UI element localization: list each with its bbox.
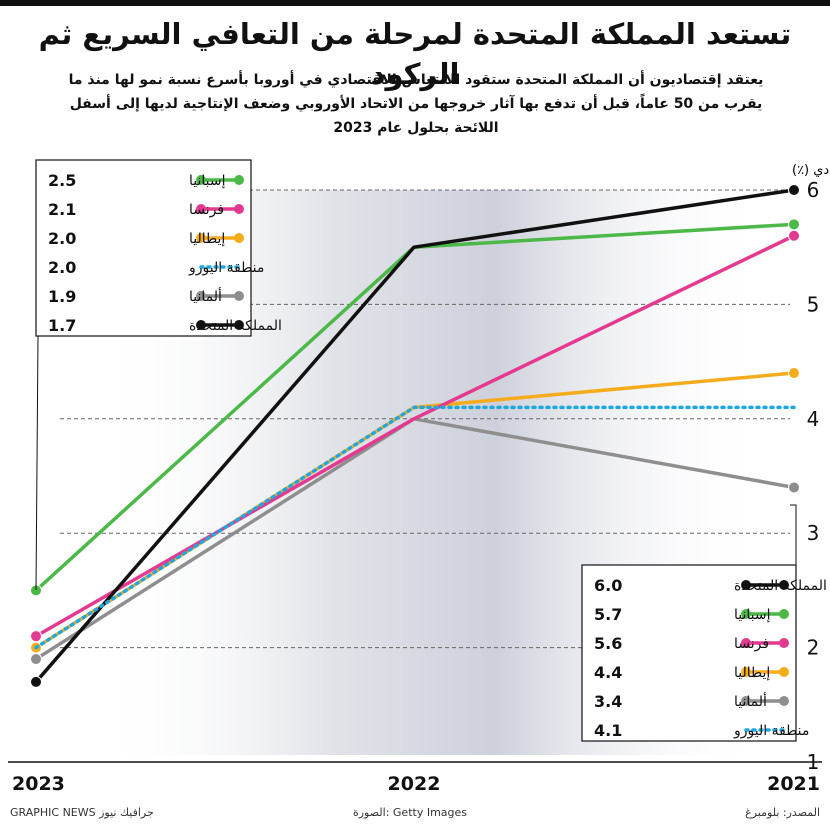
legend-2023-value-eurozone: 2.0 bbox=[48, 258, 76, 277]
legend-2023-dot-spain-b bbox=[234, 175, 244, 185]
legend-2023-dot-france-b bbox=[234, 204, 244, 214]
legend-2021-dot-france-b bbox=[779, 638, 789, 648]
legend-2021-label-france: فرنسا bbox=[734, 636, 769, 652]
point-germany-2021 bbox=[788, 481, 800, 494]
line-eurozone bbox=[34, 405, 796, 650]
legend-2021-label-uk: المملكة المتحدة bbox=[734, 578, 827, 594]
legend-2023-dot-uk-a bbox=[196, 320, 206, 330]
line-france bbox=[35, 234, 795, 638]
point-uk-2023 bbox=[30, 675, 42, 688]
point-uk-2021 bbox=[788, 184, 800, 196]
legend-2021-value-france: 5.6 bbox=[594, 634, 622, 653]
legend-2023-label-eurozone: منطقة اليورو bbox=[188, 260, 264, 276]
legend-2023-value-spain: 2.5 bbox=[48, 171, 76, 190]
legend-2021-dot-uk-a bbox=[741, 580, 751, 590]
legend-2023-value-uk: 1.7 bbox=[48, 316, 76, 335]
legend-2023-value-france: 2.1 bbox=[48, 200, 76, 219]
y-tick-5: 5 bbox=[807, 292, 820, 316]
legend-2023-label-germany: ألمانيا bbox=[189, 287, 222, 305]
footer-source: المصدر: بلومبرغ bbox=[745, 806, 820, 819]
y-tick-6: 6 bbox=[807, 178, 820, 202]
legend-2021-label-eurozone: منطقة اليورو bbox=[733, 723, 809, 739]
legend-2021-dot-france-a bbox=[741, 638, 751, 648]
point-spain-2021 bbox=[788, 218, 800, 231]
point-italy-2021 bbox=[788, 367, 800, 380]
legend-2021-label-italy: إيطاليا bbox=[734, 665, 770, 681]
legend-2023-label-italy: إيطاليا bbox=[189, 231, 225, 247]
chart-subtitle: يعتقد إقتصاديون أن المملكة المتحدة ستقود… bbox=[68, 72, 764, 136]
legend-2023-dot-france-a bbox=[196, 204, 206, 214]
footer-brand: GRAPHIC NEWS جرافيك نيوز bbox=[10, 806, 154, 819]
x-tick-2023: 2023 bbox=[12, 773, 65, 795]
y-tick-2: 2 bbox=[807, 636, 820, 660]
legend-2021: المملكة المتحدة 6.0 إسبانيا 5.7 فرنسا 5.6 إيطا… bbox=[581, 564, 827, 742]
point-france-2021 bbox=[788, 229, 800, 242]
legend-2023-value-italy: 2.0 bbox=[48, 229, 76, 248]
point-germany-2023 bbox=[30, 653, 42, 666]
legend-2021-dot-uk-b bbox=[779, 580, 789, 590]
legend-2021-dot-germany-a bbox=[741, 696, 751, 706]
legend-2021-value-spain: 5.7 bbox=[594, 605, 622, 624]
footer-photo-credit: الصورة: Getty Images bbox=[352, 806, 468, 819]
legend-2021-dot-spain-b bbox=[779, 609, 789, 619]
legend-2021-dot-spain-a bbox=[741, 609, 751, 619]
x-tick-2021: 2021 bbox=[767, 773, 820, 795]
legend-2021-box bbox=[581, 564, 797, 742]
legend-2023-box bbox=[35, 159, 252, 337]
x-tick-2022: 2022 bbox=[388, 773, 441, 795]
legend-2023-label-france: فرنسا bbox=[189, 202, 224, 218]
line-uk bbox=[34, 188, 795, 684]
legend-2023-dot-germany-b bbox=[234, 291, 244, 301]
pointer-2023 bbox=[35, 335, 62, 591]
legend-2021-label-spain: إسبانيا bbox=[734, 607, 771, 623]
legend-2023-dot-germany-a bbox=[196, 291, 206, 301]
legend-2023-dot-italy-b bbox=[234, 233, 244, 243]
legend-2021-value-uk: 6.0 bbox=[594, 576, 622, 595]
legend-2023-dot-italy-a bbox=[196, 233, 206, 243]
chart-title: تستعد المملكة المتحدة لمرحلة من التعافي … bbox=[38, 17, 792, 91]
legend-2023-label-spain: إسبانيا bbox=[189, 173, 226, 189]
legend-2021-dot-italy-b bbox=[779, 667, 789, 677]
series-lines bbox=[30, 184, 800, 688]
legend-2021-dot-germany-b bbox=[779, 696, 789, 706]
y-axis-label: النمو الاقتصادي (٪) bbox=[792, 163, 830, 178]
legend-2021-label-germany: ألمانيا bbox=[734, 692, 767, 710]
legend-2023-dot-spain-a bbox=[196, 175, 206, 185]
top-bar bbox=[0, 0, 830, 6]
legend-2023: إسبانيا 2.5 فرنسا 2.1 إيطاليا 2.0 منطقة اليورو… bbox=[35, 159, 282, 337]
pointer-2021 bbox=[790, 504, 797, 565]
legend-2023-label-uk: المملكة المتحدة bbox=[189, 318, 282, 334]
y-tick-3: 3 bbox=[807, 521, 820, 545]
legend-2021-value-eurozone: 4.1 bbox=[594, 721, 622, 740]
legend-2021-value-italy: 4.4 bbox=[594, 663, 622, 682]
legend-2023-value-germany: 1.9 bbox=[48, 287, 76, 306]
legend-2021-value-germany: 3.4 bbox=[594, 692, 622, 711]
y-tick-4: 4 bbox=[807, 407, 820, 431]
x-tick-labels: 2021 2022 2023 bbox=[12, 773, 820, 795]
legend-2023-dot-uk-b bbox=[234, 320, 244, 330]
point-france-2023 bbox=[30, 630, 42, 643]
legend-2021-dot-italy-a bbox=[741, 667, 751, 677]
